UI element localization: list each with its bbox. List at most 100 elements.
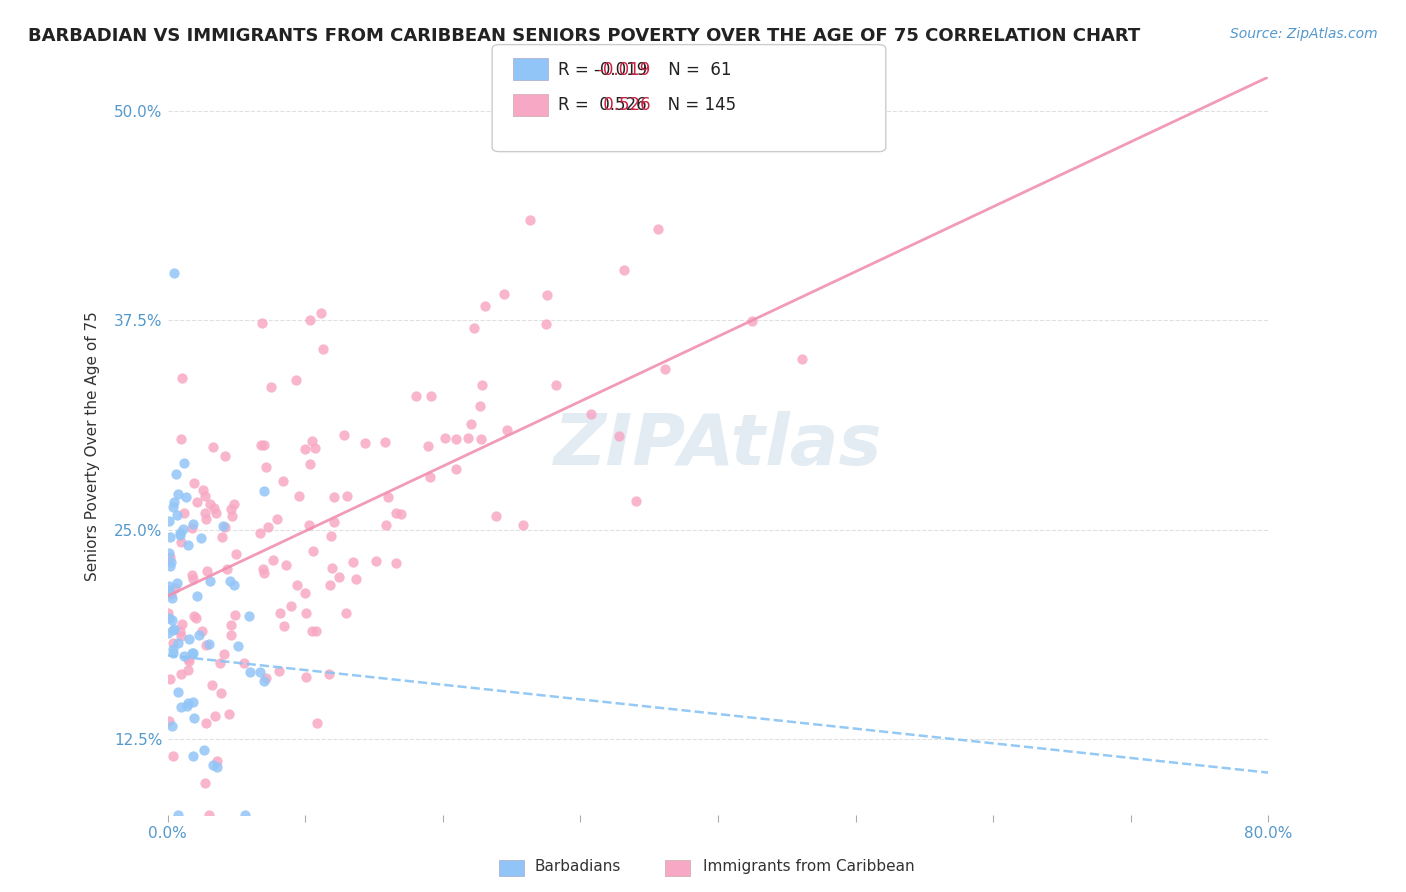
Point <box>214 647 236 661</box>
Point <box>419 470 441 484</box>
Point <box>162 642 184 657</box>
Point <box>157 606 180 620</box>
Point <box>215 562 238 576</box>
Point <box>201 440 224 454</box>
Point <box>194 775 217 789</box>
Point <box>344 572 367 586</box>
Point <box>471 378 494 392</box>
Point <box>190 531 212 545</box>
Point <box>205 760 228 774</box>
Point <box>328 570 350 584</box>
Point <box>183 711 205 725</box>
Point <box>249 526 271 541</box>
Point <box>624 494 647 508</box>
Point <box>170 667 193 681</box>
Point <box>188 628 211 642</box>
Point <box>180 568 202 582</box>
Point <box>274 558 297 572</box>
Point <box>202 758 225 772</box>
Point <box>194 489 217 503</box>
Point <box>309 306 332 320</box>
Point <box>457 431 479 445</box>
Point <box>204 507 226 521</box>
Point <box>377 491 399 505</box>
Point <box>163 494 186 508</box>
Point <box>205 755 228 769</box>
Point <box>260 380 283 394</box>
Point <box>160 613 183 627</box>
Point <box>335 606 357 620</box>
Point <box>173 648 195 663</box>
Point <box>253 674 276 689</box>
Point <box>181 647 204 661</box>
Point <box>534 318 557 332</box>
Text: 0.526: 0.526 <box>598 96 650 114</box>
Point <box>184 611 207 625</box>
Point <box>169 528 191 542</box>
Point <box>253 438 276 452</box>
Point <box>301 544 323 558</box>
Point <box>162 646 184 660</box>
Point <box>212 519 235 533</box>
Point <box>209 686 232 700</box>
Point <box>194 715 217 730</box>
Point <box>177 538 200 552</box>
Point <box>160 591 183 606</box>
Point <box>163 266 186 280</box>
Point <box>323 490 346 504</box>
Point <box>312 343 335 357</box>
Point <box>285 578 308 592</box>
Point <box>336 489 359 503</box>
Point <box>169 534 191 549</box>
Point <box>170 432 193 446</box>
Point <box>301 624 323 638</box>
Point <box>253 483 276 498</box>
Point <box>298 518 321 533</box>
Point <box>197 637 219 651</box>
Point <box>218 706 240 721</box>
Point <box>180 521 202 535</box>
Point <box>219 617 242 632</box>
Point <box>250 316 273 330</box>
Point <box>385 506 408 520</box>
Point <box>460 417 482 432</box>
Point <box>333 427 356 442</box>
Point <box>253 566 276 581</box>
Point <box>181 695 204 709</box>
Point <box>294 586 316 600</box>
Point <box>197 564 219 578</box>
Point <box>375 518 398 533</box>
Point <box>160 718 183 732</box>
Point <box>224 607 246 622</box>
Point <box>495 424 517 438</box>
Point <box>257 520 280 534</box>
Point <box>177 697 200 711</box>
Point <box>434 431 457 445</box>
Point <box>225 547 247 561</box>
Point <box>288 489 311 503</box>
Point <box>446 432 468 446</box>
Point <box>176 698 198 713</box>
Point <box>157 625 180 640</box>
Point <box>197 807 219 822</box>
Point <box>239 665 262 679</box>
Point <box>177 664 200 678</box>
Point <box>364 554 387 568</box>
Point <box>198 574 221 588</box>
Point <box>321 529 343 543</box>
Point <box>191 624 214 638</box>
Point <box>254 671 277 685</box>
Point <box>250 438 273 452</box>
Point <box>266 512 288 526</box>
Point <box>166 575 188 590</box>
Point <box>157 546 180 560</box>
Point <box>181 572 204 586</box>
Point <box>219 627 242 641</box>
Point <box>159 559 181 574</box>
Point <box>177 652 200 666</box>
Point <box>321 561 343 575</box>
Point <box>218 574 240 589</box>
Point <box>271 475 294 489</box>
Point <box>405 389 427 403</box>
Point <box>233 656 256 670</box>
